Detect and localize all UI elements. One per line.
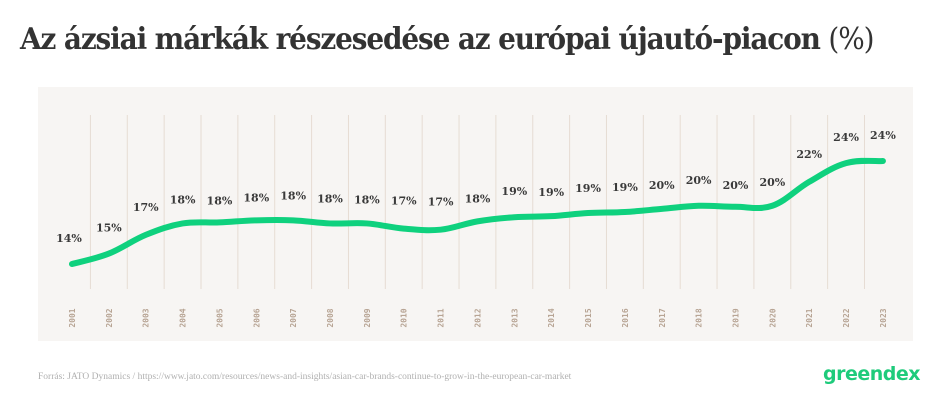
data-label: 24% (870, 129, 896, 142)
x-axis-labels: 2001 2002 2003 2004 2005 2006 2007 2008 2009 2010… (68, 308, 888, 327)
data-label: 18% (243, 191, 269, 204)
x-tick-label: 2009 (363, 308, 372, 327)
x-tick-label: 2012 (473, 308, 482, 327)
data-label: 20% (723, 179, 749, 192)
data-label: 20% (759, 176, 785, 189)
x-tick-label: 2005 (215, 308, 224, 327)
series-line (69, 157, 886, 267)
data-label: 18% (207, 194, 233, 207)
x-tick-label: 2023 (879, 308, 888, 327)
chart-title-main: Az ázsiai márkák részesedése az európai … (20, 22, 821, 57)
data-label: 18% (170, 193, 196, 206)
data-label: 14% (56, 232, 82, 245)
x-tick-label: 2007 (289, 308, 298, 327)
greendex-logo: greendex (823, 363, 921, 385)
x-tick-label: 2001 (68, 308, 77, 327)
x-tick-label: 2010 (400, 308, 409, 327)
x-tick-label: 2021 (805, 308, 814, 327)
data-label: 18% (465, 192, 491, 205)
data-label: 20% (649, 179, 675, 192)
x-tick-label: 2008 (326, 308, 335, 327)
x-tick-label: 2015 (584, 308, 593, 327)
x-tick-label: 2014 (547, 308, 556, 327)
data-label: 17% (133, 201, 159, 214)
chart-title-unit: (%) (828, 22, 874, 57)
x-tick-label: 2003 (142, 308, 151, 327)
data-labels: 14% 15% 17% 18% 18% 18% 18% 18% 18% 17% 17% 18% 19% 1… (56, 129, 896, 245)
x-tick-label: 2006 (252, 308, 261, 327)
data-label: 18% (280, 189, 306, 202)
x-tick-label: 2004 (179, 308, 188, 327)
data-label: 22% (796, 148, 822, 161)
data-label: 19% (538, 186, 564, 199)
x-tick-label: 2022 (842, 308, 851, 327)
data-label: 20% (686, 174, 712, 187)
data-label: 18% (317, 192, 343, 205)
x-tick-label: 2019 (731, 308, 740, 327)
data-label: 19% (575, 182, 601, 195)
data-label: 19% (612, 181, 638, 194)
chart-title: Az ázsiai márkák részesedése az európai … (20, 22, 875, 57)
data-label: 15% (96, 222, 122, 235)
data-label: 19% (501, 185, 527, 198)
x-tick-label: 2018 (695, 308, 704, 327)
data-label: 24% (833, 131, 859, 144)
chart-panel (38, 87, 913, 341)
data-label: 18% (354, 193, 380, 206)
data-label: 17% (428, 196, 454, 209)
source-note: Forrás: JATO Dynamics / https://www.jato… (38, 372, 572, 382)
x-tick-label: 2016 (621, 308, 630, 327)
data-label: 17% (391, 195, 417, 208)
x-tick-label: 2002 (105, 308, 114, 327)
x-tick-label: 2011 (437, 308, 446, 327)
x-tick-label: 2013 (510, 308, 519, 327)
x-tick-label: 2017 (658, 308, 667, 327)
gridlines (89, 115, 865, 289)
x-tick-label: 2020 (768, 308, 777, 327)
